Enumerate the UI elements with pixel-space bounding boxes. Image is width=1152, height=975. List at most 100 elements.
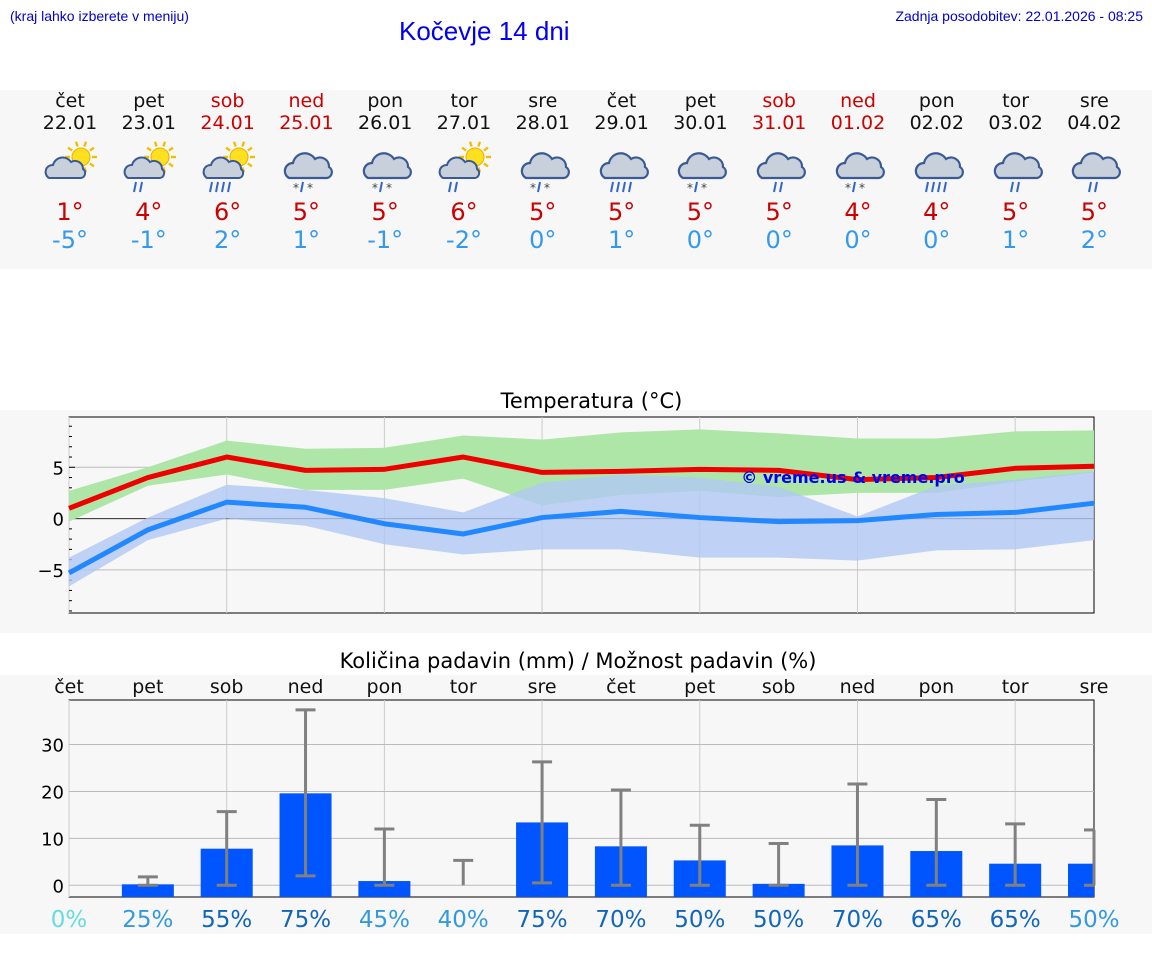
x-category-label: sob: [762, 676, 796, 698]
temp-min: 2°: [213, 226, 242, 254]
temp-max: 5°: [765, 198, 793, 226]
rain-drop: [220, 181, 225, 193]
rain-drop: [621, 181, 626, 193]
temp-max: 5°: [529, 198, 557, 226]
x-category-label: sob: [210, 676, 244, 698]
rain-drop: [1094, 181, 1099, 193]
temp-max: 6°: [450, 198, 478, 226]
day-date: 22.01: [42, 112, 98, 134]
daily-forecast-panel: čet 22.01 1° -5° pet 23.01 4° -1° sob 24.01 6° 2° ne…: [0, 90, 1152, 269]
snow-flake: *: [530, 181, 536, 194]
cloud-shape: [678, 152, 728, 180]
sun-ray: [461, 146, 467, 152]
x-category-label: sre: [528, 676, 557, 698]
cloud-heavy-rain-icon: [599, 152, 649, 193]
rain-drop: [852, 181, 856, 193]
sun-ray: [246, 146, 253, 152]
temp-max: 5°: [1001, 198, 1030, 226]
rain-drop: [208, 181, 213, 193]
temp-max: 5°: [686, 198, 715, 226]
sun-cloud-rain-icon: [123, 141, 176, 193]
precip-probability: 50%: [753, 907, 804, 933]
temp-min: -2°: [446, 226, 482, 254]
day-name: pet: [684, 90, 716, 112]
temp-min: -1°: [367, 226, 404, 254]
x-category-label: pet: [684, 676, 715, 698]
sun-ray: [468, 141, 473, 147]
sun-ray: [167, 162, 174, 168]
cloud-shape: [362, 152, 413, 180]
snow-flake: *: [859, 181, 865, 194]
cloud-sleet-icon: * *: [362, 152, 413, 194]
day-date: 26.01: [357, 112, 413, 134]
rain-drop: [300, 181, 305, 193]
sun-ray: [240, 141, 245, 147]
y-tick-label: 0: [53, 876, 64, 897]
temp-min: 0°: [686, 226, 715, 254]
temp-min: 1°: [1001, 226, 1030, 254]
cloud-rain-icon: [756, 152, 807, 193]
rain-drop: [536, 181, 541, 193]
max-temp-line: [68, 454, 1095, 511]
rain-drop: [1015, 181, 1020, 193]
temp-min: -1°: [130, 226, 167, 254]
rain-drop: [615, 181, 620, 193]
snow-flake: *: [845, 181, 851, 194]
sun-cloud-rain-icon: [438, 141, 491, 193]
day-column: pet 30.01 * * 5° 0°: [660, 90, 740, 260]
temp-max: 5°: [371, 198, 399, 226]
y-tick-label: −5: [37, 561, 64, 582]
partly-cloudy-sun-icon: [44, 141, 97, 179]
temp-min: 1°: [292, 226, 321, 254]
day-column: sre 04.02 5° 2°: [1054, 90, 1134, 260]
rain-drop: [379, 181, 384, 193]
x-category-label: pet: [132, 676, 163, 698]
cloud-sleet-icon: * *: [284, 152, 334, 194]
day-column: pon 26.01 * * 5° -1°: [345, 90, 425, 260]
y-tick-label: 0: [53, 510, 64, 531]
y-tick-label: 30: [41, 736, 64, 757]
day-column: pet 23.01 4° -1°: [109, 90, 189, 260]
day-name: ned: [840, 90, 876, 112]
day-name: sob: [210, 90, 245, 112]
snow-flake: *: [307, 181, 313, 194]
snow-flake: *: [701, 181, 707, 194]
day-column: ned 01.02 * * 4° 0°: [818, 90, 898, 260]
day-name: pet: [133, 90, 165, 112]
day-date: 25.01: [279, 112, 334, 134]
rain-drop: [924, 181, 929, 193]
day-name: sre: [1079, 90, 1109, 112]
max-temp-range: [69, 429, 1094, 522]
location-menu-hint: (kraj lahko izberete v meniju): [10, 8, 189, 24]
sun-ray: [67, 146, 73, 152]
temp-max: 1°: [56, 198, 84, 226]
chart-title: Količina padavin (mm) / Možnost padavin …: [340, 649, 817, 673]
day-date: 03.02: [988, 112, 1043, 134]
rain-drop: [138, 181, 143, 193]
day-column: pon 02.02 4° 0°: [897, 90, 977, 260]
min-temp-line: [67, 499, 1095, 576]
cloud-shape: [202, 156, 244, 179]
temp-min: -5°: [52, 226, 88, 254]
rain-drop: [773, 181, 778, 193]
day-date: 28.01: [515, 112, 570, 134]
cloud-shape: [1072, 152, 1122, 180]
min-temp-range: [69, 471, 1094, 587]
day-name: čet: [55, 90, 85, 112]
snow-flake: *: [293, 181, 299, 194]
rain-drop: [214, 181, 219, 193]
day-name: pon: [918, 90, 955, 112]
sun-ray: [89, 146, 95, 152]
x-category-label: tor: [450, 676, 477, 698]
temp-max: 6°: [213, 198, 242, 226]
page-title: Kočevje 14 dni: [399, 16, 570, 46]
snow-flake: *: [544, 181, 550, 194]
precip-probability: 50%: [674, 907, 725, 933]
cloud-shape: [599, 152, 649, 180]
precip-probability: 50%: [1068, 907, 1119, 933]
rain-drop: [930, 181, 935, 193]
x-category-label: čet: [54, 676, 84, 698]
day-column: sob 24.01 6° 2°: [188, 90, 268, 260]
precip-bar: [358, 881, 411, 897]
precip-probability: 65%: [911, 907, 962, 933]
